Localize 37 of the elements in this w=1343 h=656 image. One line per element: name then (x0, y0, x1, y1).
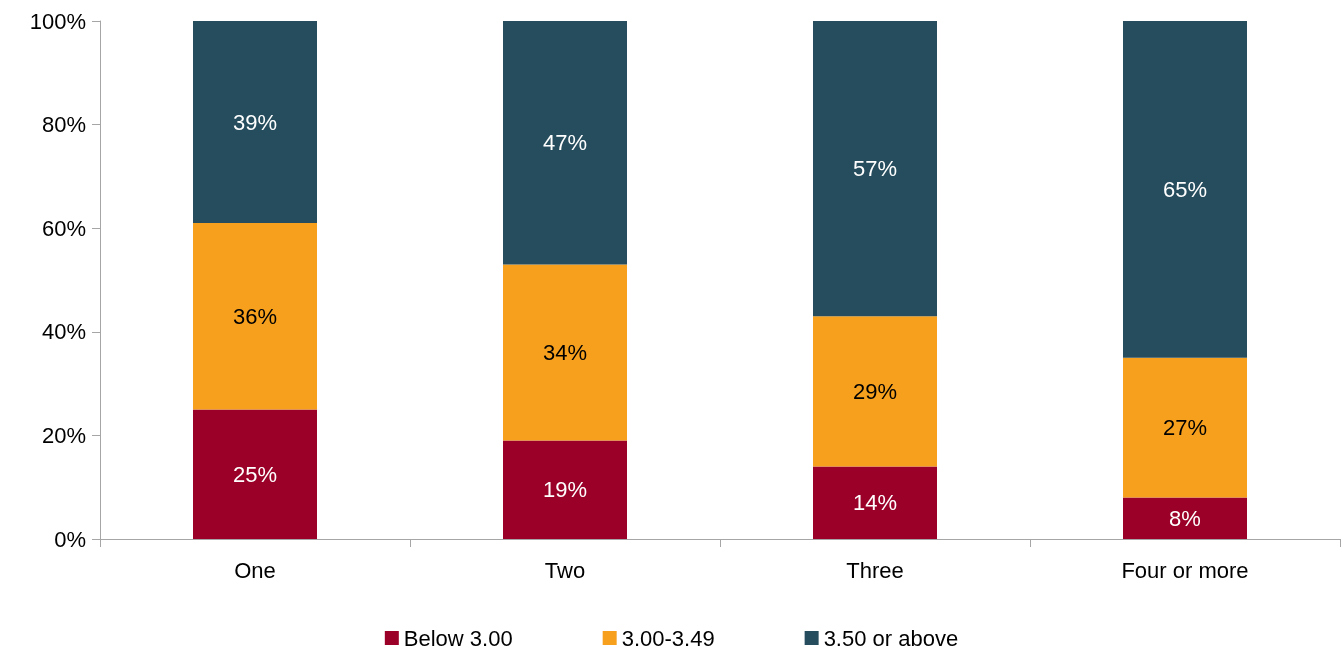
data-label: 39% (232, 109, 278, 135)
x-tick-label: One (234, 557, 276, 583)
bar (503, 264, 627, 441)
y-tick-label: 60% (41, 215, 86, 241)
y-tick-label: 40% (41, 319, 86, 345)
bar (1123, 21, 1247, 358)
bar (813, 21, 937, 317)
x-tick-label: Two (544, 557, 586, 583)
legend-label: Below 3.00 (403, 625, 513, 651)
data-label: 8% (1169, 505, 1201, 531)
bar (813, 466, 937, 539)
data-label: 47% (542, 130, 588, 156)
data-label: 57% (852, 156, 898, 182)
data-label: 29% (852, 378, 898, 404)
x-tick-label: Three (846, 557, 904, 583)
legend-label: 3.00-3.49 (621, 625, 715, 651)
bar (193, 223, 317, 410)
y-tick-label: 100% (29, 8, 86, 34)
bar (1123, 497, 1247, 539)
bar (503, 21, 627, 265)
y-tick-label: 80% (41, 112, 86, 138)
bar (813, 316, 937, 467)
y-tick-label: 20% (41, 422, 86, 448)
x-tick-label: Four or more (1121, 557, 1249, 583)
data-label: 19% (542, 477, 588, 503)
data-label: 14% (852, 490, 898, 516)
bar (193, 409, 317, 539)
legend-label: 3.50 or above (823, 625, 959, 651)
data-label: 27% (1162, 415, 1208, 441)
y-tick-label: 0% (54, 526, 86, 552)
data-label: 65% (1162, 176, 1208, 202)
data-label: 36% (232, 303, 278, 329)
data-label: 25% (232, 461, 278, 487)
bar (503, 440, 627, 539)
bar (1123, 357, 1247, 498)
data-label: 34% (542, 340, 588, 366)
bar (193, 21, 317, 224)
